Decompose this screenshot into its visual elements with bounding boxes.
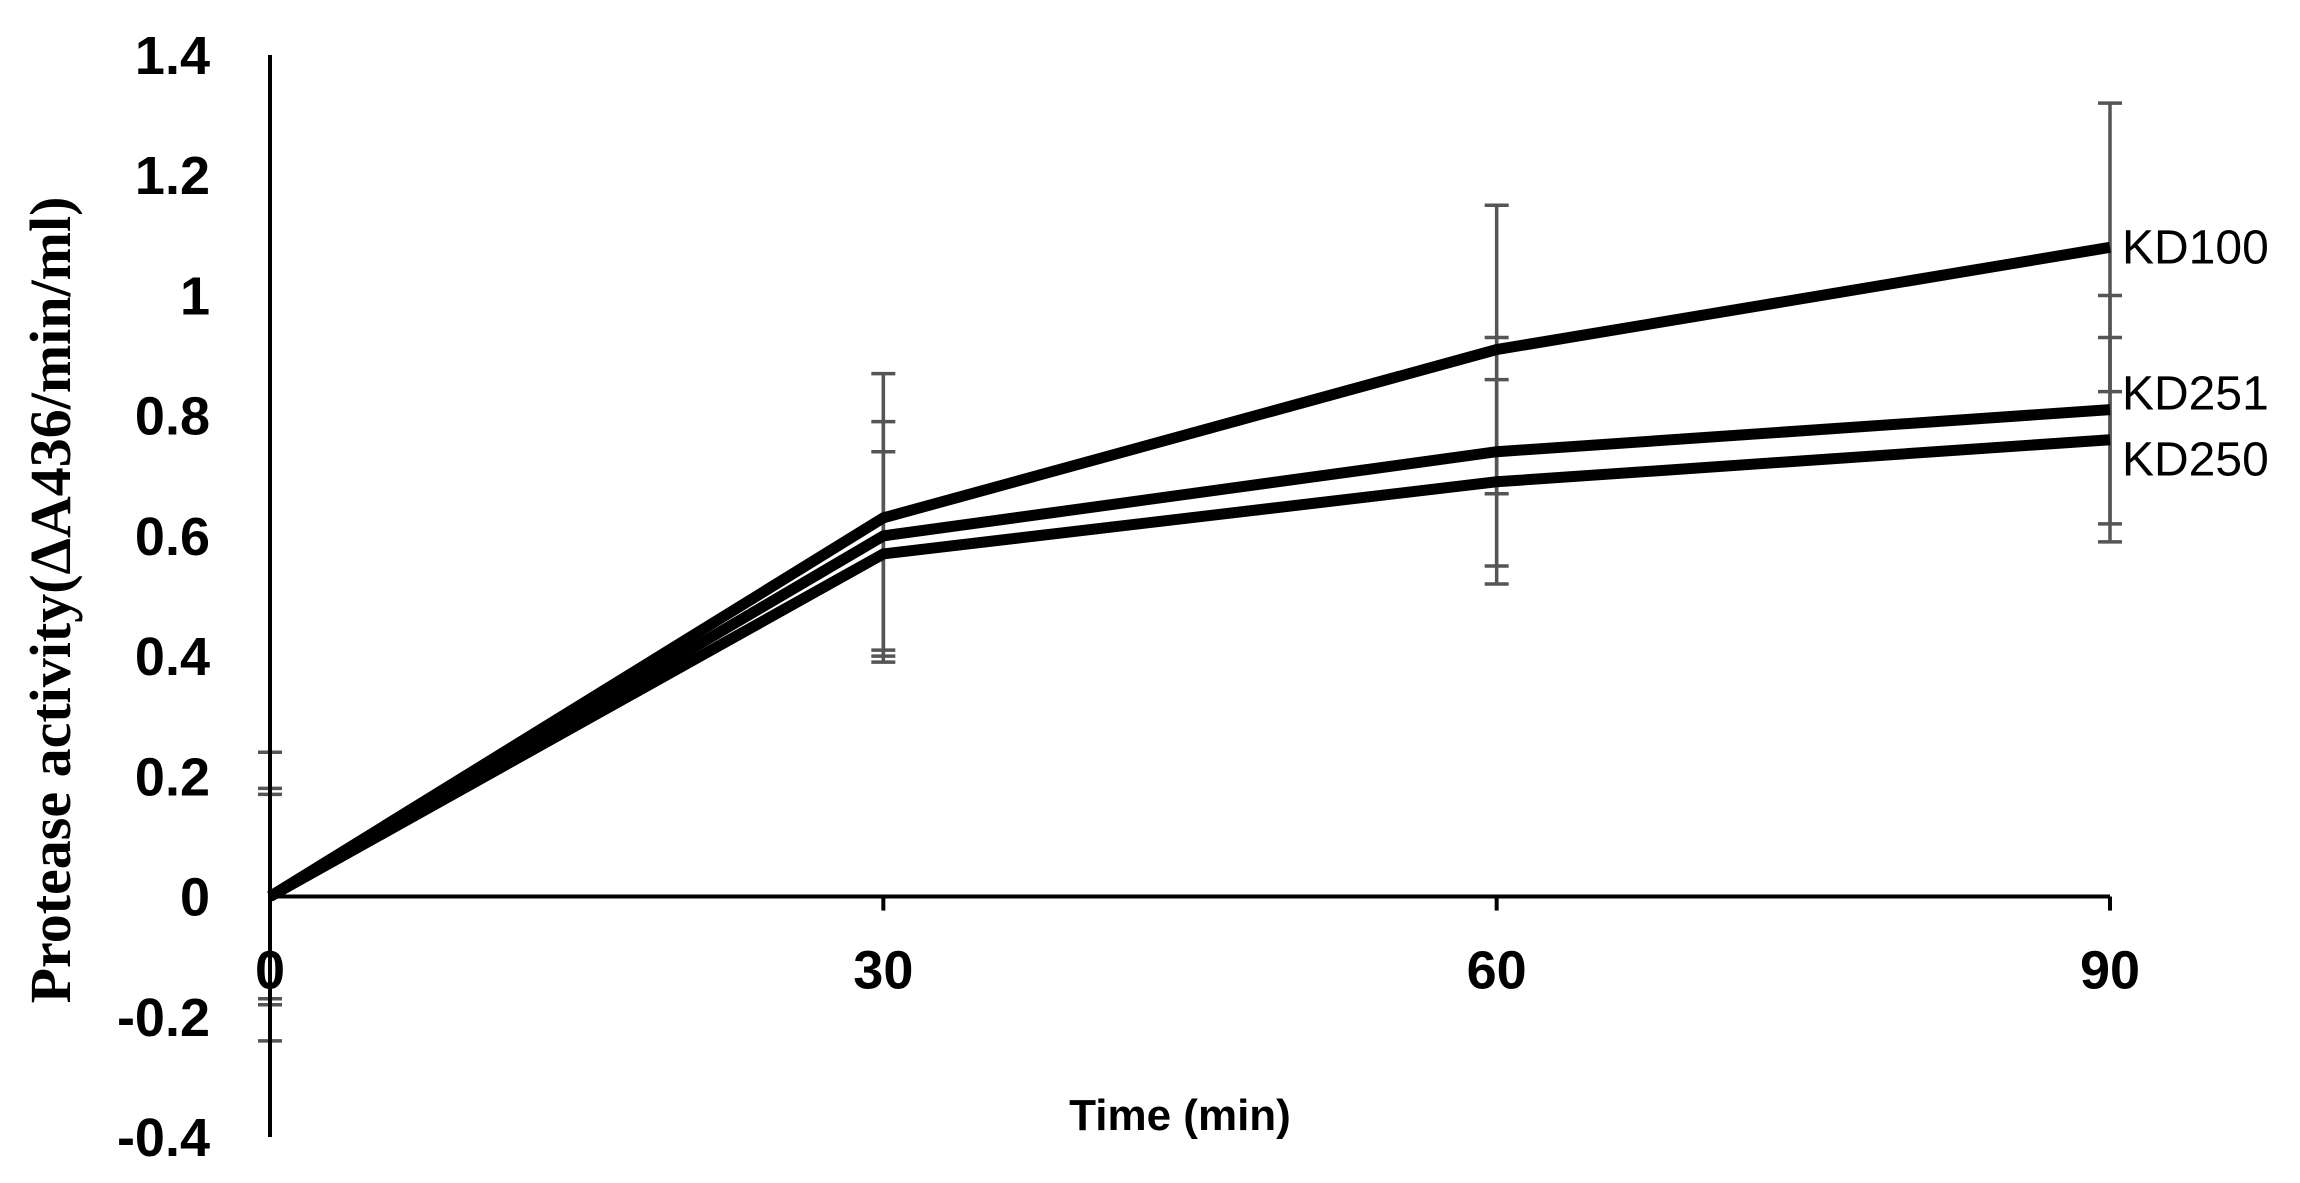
labels: -0.4 -0.2 0 0.2 0.4 0.6 0.8 1 1.2 1.4 0 30 60 90 KD100… bbox=[117, 26, 2269, 1168]
y-tick-label: 0.2 bbox=[135, 747, 210, 807]
y-tick-label: -0.4 bbox=[117, 1108, 210, 1168]
series-line-kd250 bbox=[267, 434, 2111, 902]
error-bars bbox=[258, 101, 2122, 1043]
y-axis-title: Protease activity(ΔA436/min/ml) bbox=[18, 197, 83, 1004]
y-tick-label: 1 bbox=[180, 266, 210, 326]
series-lines bbox=[267, 241, 2111, 902]
y-tick-label: 0.4 bbox=[135, 627, 210, 687]
y-tick-label: 0.6 bbox=[135, 507, 210, 567]
series-label-kd251: KD251 bbox=[2122, 368, 2269, 421]
y-tick-label: 1.2 bbox=[135, 146, 210, 206]
series-line-kd251 bbox=[267, 404, 2111, 902]
x-axis-title: Time (min) bbox=[1069, 1091, 1291, 1140]
x-tick-label: 30 bbox=[853, 941, 913, 1001]
y-tick-label: 0.8 bbox=[135, 387, 210, 447]
x-tick-label: 60 bbox=[1467, 941, 1527, 1001]
y-tick-label: 0 bbox=[180, 868, 210, 928]
y-tick-label: -0.2 bbox=[117, 988, 210, 1048]
x-tick-label: 0 bbox=[255, 941, 285, 1001]
series-label-kd100: KD100 bbox=[2122, 221, 2269, 274]
x-tick-label: 90 bbox=[2080, 941, 2140, 1001]
series-label-kd250: KD250 bbox=[2122, 434, 2269, 487]
series-line-kd100 bbox=[267, 241, 2111, 902]
y-tick-label: 1.4 bbox=[135, 26, 210, 86]
axes bbox=[268, 55, 2112, 1137]
